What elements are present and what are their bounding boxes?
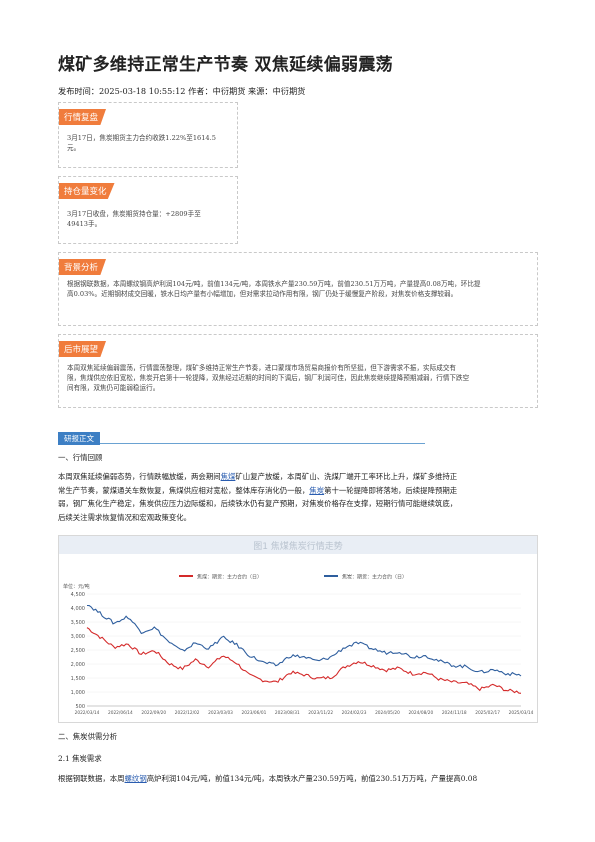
box-tag: 后市展望	[59, 341, 107, 357]
link-coke[interactable]: 焦炭	[309, 485, 325, 495]
box-text: 3月17日收盘，焦炭期货持仓量：+2809手至 49413手。	[67, 210, 201, 228]
box-text: 根据钢联数据，本周螺纹钢高炉利润104元/吨，前值134元/吨，本周铁水产量23…	[67, 280, 481, 298]
y-tick-label: 2,500	[71, 648, 85, 654]
series-line	[86, 627, 522, 694]
x-tick-label: 2025/02/17	[475, 710, 500, 716]
box-text: 本周双焦延续偏弱震荡，行情震荡整理，煤矿多维持正常生产节奏，进口蒙煤市场贸易商报…	[67, 364, 470, 392]
y-tick-label: 4,000	[71, 606, 85, 612]
summary-box-background: 背景分析 根据钢联数据，本周螺纹钢高炉利润104元/吨，前值134元/吨，本周铁…	[58, 252, 538, 326]
x-tick-label: 2024/08/20	[408, 710, 433, 716]
y-tick-label: 1,000	[71, 690, 85, 696]
x-tick-label: 2022/03/14	[75, 710, 100, 716]
y-axis-label: 单位：元/吨	[63, 583, 90, 590]
x-tick-label: 2022/09/20	[141, 710, 166, 716]
chart-container: 图1 焦煤焦炭行情走势焦煤：期货：主力合约（日） 焦炭：期货：主力合约（日） 单位：…	[58, 535, 538, 723]
y-tick-label: 3,500	[71, 620, 85, 626]
article-title: 煤矿多维持正常生产节奏 双焦延续偏弱震荡	[58, 55, 393, 75]
y-tick-label: 2,000	[71, 662, 85, 668]
chart-title-bar	[59, 536, 537, 554]
x-tick-label: 2023/11/22	[308, 710, 333, 716]
article-meta: 发布时间：2025-03-18 10:55:12 作者：中衍期货 来源：中衍期货	[58, 86, 306, 96]
y-tick-label: 4,500	[71, 592, 85, 598]
box-text: 3月17日，焦炭期货主力合约收跌1.22%至1614.5 元。	[67, 134, 216, 152]
section-header: 研报正文	[58, 432, 425, 445]
box-tag: 持仓量变化	[59, 183, 115, 199]
paragraph-coke-demand: 根据钢联数据，本周螺纹钢高炉利润104元/吨，前值134元/吨，本周铁水产量23…	[58, 774, 478, 783]
x-tick-label: 2023/08/31	[275, 710, 300, 716]
link-coking-coal[interactable]: 焦煤	[220, 472, 236, 481]
x-tick-label: 2024/05/20	[375, 710, 400, 716]
link-rebar[interactable]: 螺纹钢	[124, 774, 147, 783]
y-tick-label: 1,500	[71, 676, 85, 682]
y-tick-label: 500	[75, 704, 85, 710]
y-tick-label: 3,000	[71, 634, 85, 640]
legend-label: 焦炭：期货：主力合约（日）	[342, 574, 407, 581]
x-tick-label: 2022/12/02	[175, 710, 200, 716]
x-tick-label: 2025/03/14	[509, 710, 534, 716]
heading-market-review: 一、行情回顾	[58, 453, 103, 462]
legend-label: 焦煤：期货：主力合约（日）	[197, 574, 262, 581]
box-tag: 行情复盘	[59, 109, 107, 125]
x-tick-label: 2024/11/18	[442, 710, 467, 716]
x-tick-label: 2023/03/03	[208, 710, 233, 716]
summary-box-outlook: 后市展望 本周双焦延续偏弱震荡，行情震荡整理，煤矿多维持正常生产节奏，进口蒙煤市…	[58, 334, 538, 408]
paragraph-market-review: 本周双焦延续偏弱态势，行情跌幅放缓，两会期间焦煤矿山复产放缓，本周矿山、洗煤厂端…	[58, 472, 458, 522]
heading-coke-demand: 2.1 焦炭需求	[58, 754, 102, 763]
heading-supply-demand: 二、焦炭供需分析	[58, 732, 118, 741]
summary-box-market-review: 行情复盘 3月17日，焦炭期货主力合约收跌1.22%至1614.5 元。	[58, 102, 238, 168]
x-tick-label: 2024/02/23	[342, 710, 367, 716]
x-tick-label: 2022/06/14	[108, 710, 133, 716]
box-tag: 背景分析	[59, 259, 107, 275]
series-line	[86, 604, 522, 677]
chart-title: 图1 焦煤焦炭行情走势	[253, 540, 343, 552]
x-tick-label: 2023/06/01	[242, 710, 267, 716]
summary-box-position-change: 持仓量变化 3月17日收盘，焦炭期货持仓量：+2809手至 49413手。	[58, 176, 238, 244]
section-header-tag: 研报正文	[58, 432, 100, 445]
